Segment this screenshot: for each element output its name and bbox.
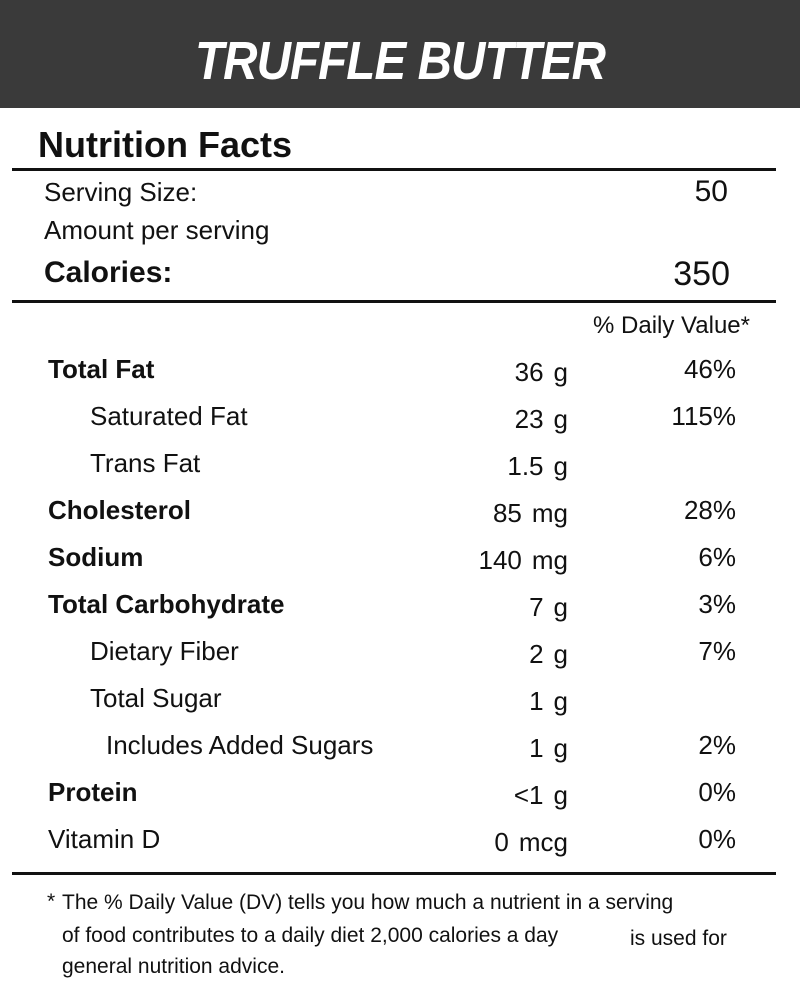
nutrient-name: Total Fat xyxy=(48,354,155,384)
daily-value: 7% xyxy=(698,636,736,666)
serving-size-value: 50 xyxy=(694,175,728,208)
footnote-line: general nutrition advice. xyxy=(62,955,285,978)
footnote-line: of food contributes to a daily diet 2,00… xyxy=(62,924,559,947)
nutrient-name: Cholesterol xyxy=(48,495,192,525)
amount-unit: mcg xyxy=(518,827,568,857)
rule xyxy=(12,872,776,875)
amount-unit: g xyxy=(553,639,568,669)
daily-value: 0% xyxy=(698,824,736,854)
amount-unit: mg xyxy=(531,498,568,528)
nutrient-amount: <1 g xyxy=(368,782,568,808)
nutrient-amount: 0 mcg xyxy=(368,829,568,855)
amount-unit: g xyxy=(553,733,568,763)
amount-value: 1 xyxy=(529,733,544,763)
amount-value: <1 xyxy=(513,780,544,810)
daily-value: 2% xyxy=(698,730,736,760)
amount-unit: g xyxy=(553,404,568,434)
nutrient-amount: 85 mg xyxy=(368,500,568,526)
nutrient-name: Trans Fat xyxy=(90,448,201,478)
product-title: TRUFFLE BUTTER xyxy=(194,31,606,91)
amount-value: 1 xyxy=(529,686,544,716)
nutrient-name: Saturated Fat xyxy=(90,401,248,431)
amount-unit: g xyxy=(553,592,568,622)
daily-value: 46% xyxy=(683,354,736,384)
amount-unit: g xyxy=(553,686,568,716)
nutrient-name: Sodium xyxy=(48,542,144,572)
rule xyxy=(12,168,776,171)
amount-value: 85 xyxy=(492,498,522,528)
amount-value: 2 xyxy=(529,639,544,669)
nutrient-amount: 140 mg xyxy=(368,547,568,573)
daily-value: 0% xyxy=(698,777,736,807)
nutrient-name: Protein xyxy=(48,777,138,807)
amount-value: 7 xyxy=(529,592,544,622)
calories-label: Calories: xyxy=(44,256,173,289)
nutrient-name: Vitamin D xyxy=(48,824,161,854)
amount-unit: mg xyxy=(531,545,568,575)
nutrient-name: Dietary Fiber xyxy=(90,636,239,666)
daily-value-heading: % Daily Value* xyxy=(593,312,750,339)
serving-size-label: Serving Size: xyxy=(44,177,198,207)
nutrient-name: Total Carbohydrate xyxy=(48,589,285,619)
amount-value: 23 xyxy=(514,404,544,434)
calories-value: 350 xyxy=(673,255,730,293)
nutrient-amount: 1.5 g xyxy=(368,453,568,479)
nutrient-name: Total Sugar xyxy=(90,683,222,713)
amount-unit: g xyxy=(553,451,568,481)
nutrient-amount: 23 g xyxy=(368,406,568,432)
daily-value: 3% xyxy=(698,589,736,619)
amount-per-serving: Amount per serving xyxy=(44,215,270,245)
daily-value: 28% xyxy=(683,495,736,525)
footnote-line: The % Daily Value (DV) tells you how muc… xyxy=(62,891,674,914)
amount-value: 1.5 xyxy=(507,451,544,481)
nutrient-amount: 36 g xyxy=(368,359,568,385)
footnote-marker: * xyxy=(47,890,56,913)
amount-value: 0 xyxy=(494,827,509,857)
daily-value: 115% xyxy=(671,401,736,431)
nutrient-name: Includes Added Sugars xyxy=(106,730,374,760)
rule xyxy=(12,300,776,303)
amount-unit: g xyxy=(553,780,568,810)
heading: Nutrition Facts xyxy=(38,124,293,165)
amount-unit: g xyxy=(553,357,568,387)
daily-value: 6% xyxy=(698,542,736,572)
amount-value: 140 xyxy=(478,545,522,575)
header-bar xyxy=(0,0,800,108)
amount-value: 36 xyxy=(514,357,544,387)
footnote-line: is used for xyxy=(630,927,727,950)
